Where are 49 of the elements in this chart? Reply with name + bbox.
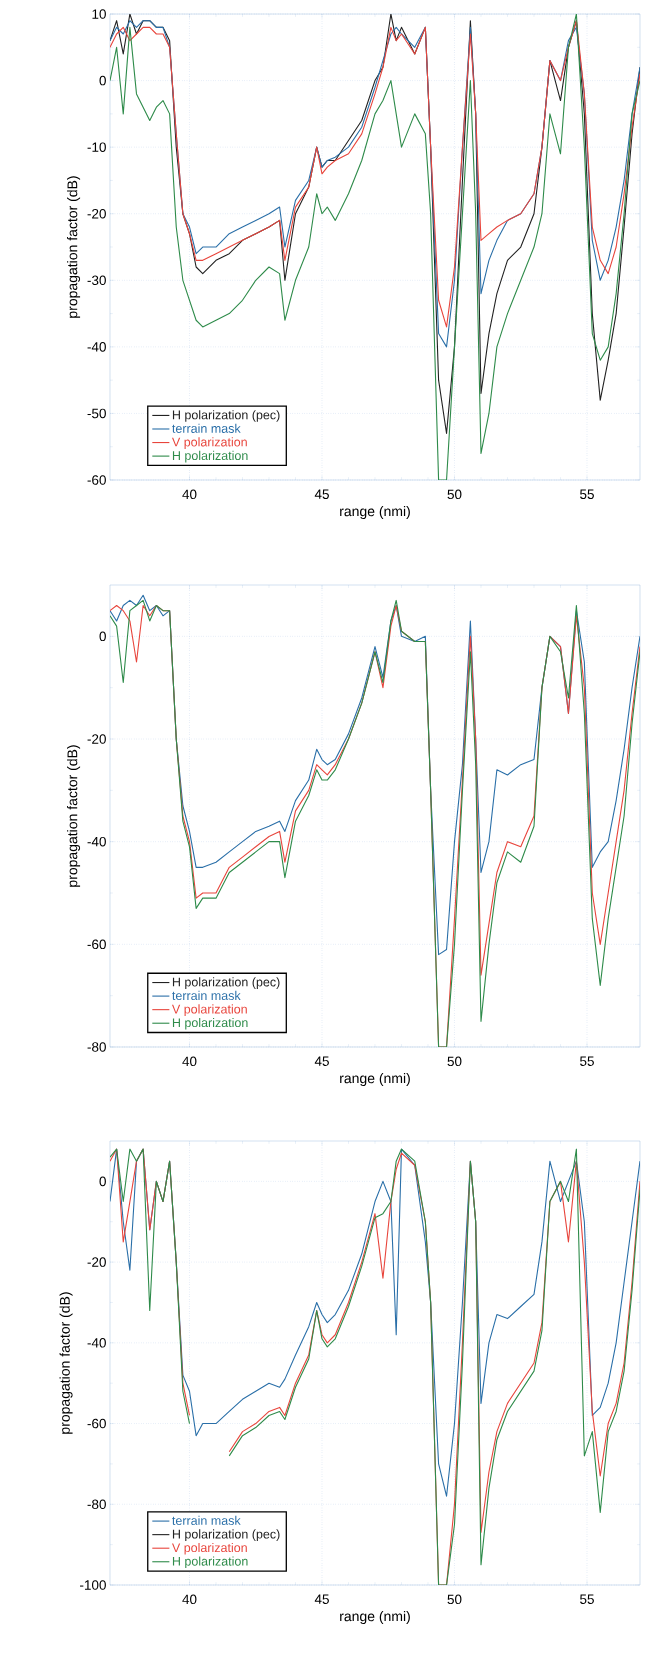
legend-label: H polarization [172,1017,248,1030]
x-axis-title: range (nmi) [340,1072,410,1086]
legend-label: H polarization [172,1556,248,1569]
x-tick-label: 55 [580,1056,594,1066]
y-tick-label: -20 [87,734,106,744]
y-axis-title: propagation factor (dB) [67,745,81,887]
y-tick-label: -30 [87,275,106,286]
y-tick-label: -50 [87,408,106,419]
y-axis-title: propagation factor (dB) [59,1292,73,1434]
y-tick-label: -80 [87,1042,106,1052]
x-tick-label: 40 [182,1594,197,1605]
y-axis-title: propagation factor (dB) [67,176,81,318]
legend-label: H polarization (pec) [172,977,280,989]
y-tick-label: -20 [87,208,106,219]
y-tick-label: 10 [92,9,106,19]
x-axis-title: range (nmi) [340,1610,410,1625]
y-tick-label: -40 [87,342,106,352]
legend-label: terrain mask [172,1515,241,1525]
y-tick-label: -100 [80,1580,106,1590]
legend-label: V polarization [171,1004,247,1017]
x-tick-label: 45 [314,1594,329,1604]
x-tick-label: 45 [314,1056,329,1066]
legend-label: terrain mask [172,990,241,1000]
y-tick-label: -60 [87,939,106,950]
y-tick-label: 0 [99,75,106,86]
legend-label: terrain mask [172,423,241,433]
y-tick-label: -60 [87,1418,106,1429]
legend-label: V polarization [171,1542,247,1555]
y-tick-label: 0 [99,1176,106,1187]
legend-label: H polarization (pec) [172,410,280,422]
y-tick-label: -80 [87,1499,106,1510]
x-axis-title: range (nmi) [340,505,410,520]
legend-label: H polarization (pec) [172,1529,280,1542]
x-tick-label: 55 [580,1594,594,1604]
x-tick-label: 50 [447,1594,462,1605]
y-tick-label: 0 [99,631,106,642]
x-tick-label: 45 [314,489,329,499]
y-tick-label: -10 [87,142,106,152]
x-tick-label: 50 [447,489,462,500]
x-tick-label: 40 [182,1056,197,1067]
y-tick-label: -40 [87,836,106,847]
y-tick-label: -60 [87,475,106,485]
x-tick-label: 50 [447,1056,462,1067]
x-tick-label: 55 [580,489,594,499]
y-tick-label: -20 [87,1257,106,1267]
y-tick-label: -40 [87,1338,106,1348]
x-tick-label: 40 [182,489,197,500]
legend-label: H polarization [172,450,248,463]
legend-label: V polarization [171,437,247,449]
